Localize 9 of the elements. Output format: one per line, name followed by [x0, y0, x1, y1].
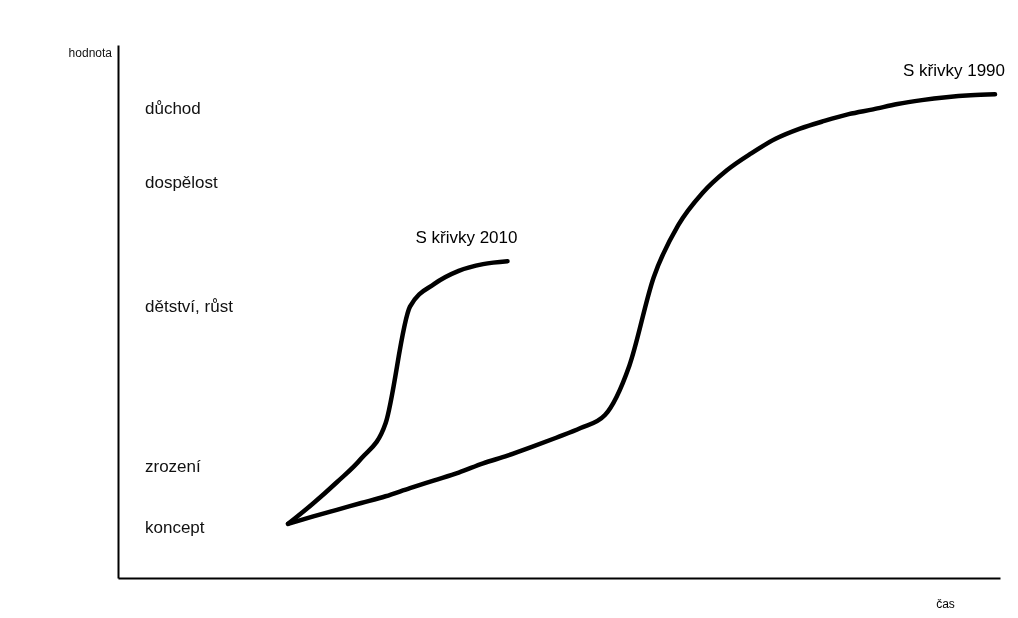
text: hodnota	[68, 46, 113, 60]
text: zrození	[145, 457, 202, 476]
text: koncept	[145, 518, 205, 537]
text: dospělost	[145, 173, 219, 192]
text: dětství, růst	[145, 297, 234, 316]
text: důchod	[145, 99, 201, 118]
series-label: S křivky 2010	[415, 228, 518, 248]
series-label: S křivky 1990	[902, 61, 1005, 81]
x-axis-title: čas	[936, 596, 955, 611]
